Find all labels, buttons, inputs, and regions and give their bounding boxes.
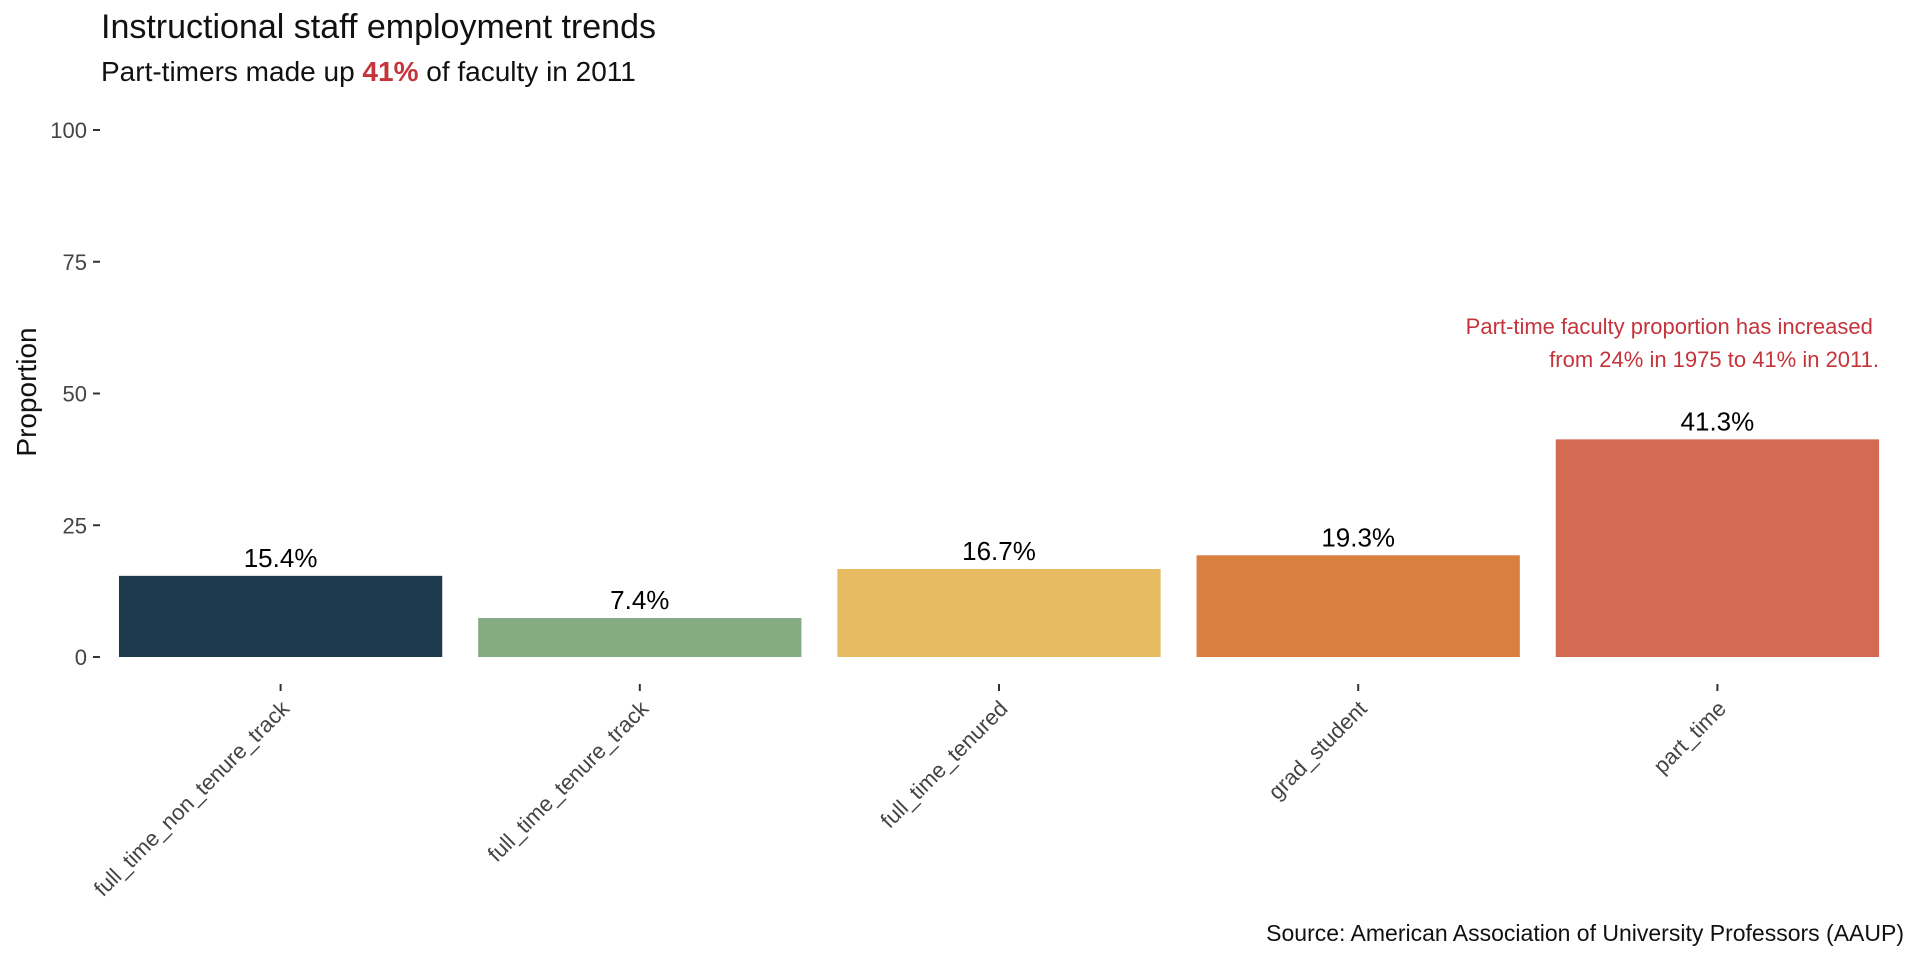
y-tick-label: 100 xyxy=(50,118,87,143)
y-axis-title: Proportion xyxy=(11,327,42,456)
subtitle-suffix: of faculty in 2011 xyxy=(418,56,636,87)
y-tick-label: 0 xyxy=(75,645,87,670)
bar-value-label: 16.7% xyxy=(962,536,1036,566)
y-tick-label: 50 xyxy=(63,382,87,407)
bar-value-label: 15.4% xyxy=(244,543,318,573)
x-axis: full_time_non_tenure_track full_time_tenu… xyxy=(89,684,1731,901)
chart-caption: Source: American Association of Universi… xyxy=(1266,920,1904,946)
y-axis: 0 25 50 75 100 xyxy=(50,118,100,670)
bar-full_time_tenured xyxy=(837,568,1161,657)
bar-full_time_non_tenure_track xyxy=(118,575,443,657)
bar-value-label: 7.4% xyxy=(610,585,669,615)
x-tick-label: part_time xyxy=(1648,696,1731,779)
bar-value-label: 41.3% xyxy=(1681,406,1755,436)
bar-full_time_tenure_track xyxy=(478,618,802,657)
annotation: Part-time faculty proportion has increas… xyxy=(1466,314,1879,372)
annotation-line-2: from 24% in 1975 to 41% in 2011. xyxy=(1549,347,1879,372)
x-tick-label: grad_student xyxy=(1263,696,1371,804)
x-tick-label: full_time_tenured xyxy=(876,696,1013,833)
y-tick-label: 25 xyxy=(63,513,87,538)
chart-title: Instructional staff employment trends xyxy=(101,8,656,46)
bar-part_time xyxy=(1555,439,1880,657)
annotation-line-1: Part-time faculty proportion has increas… xyxy=(1466,314,1873,339)
bar-grad_student xyxy=(1196,555,1520,657)
x-tick-label: full_time_non_tenure_track xyxy=(89,695,295,901)
chart-subtitle: Part-timers made up 41% of faculty in 20… xyxy=(101,56,636,88)
x-tick-label: full_time_tenure_track xyxy=(483,695,654,866)
bars: 15.4% 7.4% 16.7% 19.3% 41.3% xyxy=(118,406,1880,657)
subtitle-highlight: 41% xyxy=(362,56,419,87)
bar-value-label: 19.3% xyxy=(1321,522,1395,552)
subtitle-prefix: Part-timers made up xyxy=(101,56,363,87)
y-tick-label: 75 xyxy=(63,250,87,275)
